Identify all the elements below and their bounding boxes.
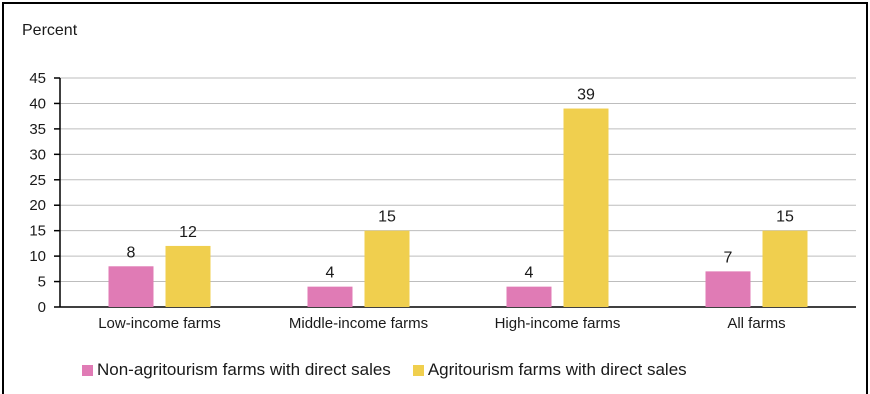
y-tick-label: 10 [29, 248, 46, 265]
bar [563, 108, 609, 308]
y-tick-label: 25 [29, 172, 46, 189]
bar [165, 245, 211, 307]
y-tick-label: 40 [29, 95, 46, 112]
y-tick-label: 20 [29, 197, 46, 214]
bar [108, 266, 154, 307]
x-category-label: All farms [727, 315, 785, 332]
y-tick-label: 30 [29, 146, 46, 163]
y-tick-label: 35 [29, 121, 46, 138]
x-category-label: Low-income farms [98, 315, 221, 332]
x-category-label: High-income farms [495, 315, 621, 332]
y-axis-title: Percent [22, 22, 78, 39]
data-label: 12 [179, 224, 197, 241]
y-tick-label: 15 [29, 223, 46, 240]
legend-swatch-agritourism [412, 364, 424, 376]
data-label: 15 [378, 209, 396, 226]
data-label: 8 [127, 244, 136, 261]
bar [506, 286, 552, 307]
bar [364, 230, 410, 307]
legend: Non-agritourism farms with direct sales … [82, 360, 709, 380]
y-tick-label: 0 [38, 299, 46, 316]
x-category-label: Middle-income farms [289, 315, 428, 332]
legend-swatch-non-agritourism [82, 364, 93, 376]
data-label: 4 [326, 265, 335, 282]
legend-item-agritourism: Agritourism farms with direct sales [412, 360, 687, 380]
y-tick-label: 45 [29, 70, 46, 87]
bar [307, 286, 353, 307]
data-label: 15 [776, 209, 794, 226]
data-label: 7 [724, 249, 733, 266]
bar [705, 271, 751, 307]
legend-label-agritourism: Agritourism farms with direct sales [427, 360, 687, 379]
data-label: 4 [525, 265, 534, 282]
legend-item-non-agritourism: Non-agritourism farms with direct sales [82, 360, 391, 380]
data-label: 39 [577, 87, 595, 104]
bar [762, 230, 808, 307]
legend-label-non-agritourism: Non-agritourism farms with direct sales [97, 360, 391, 379]
y-tick-label: 5 [38, 274, 46, 291]
